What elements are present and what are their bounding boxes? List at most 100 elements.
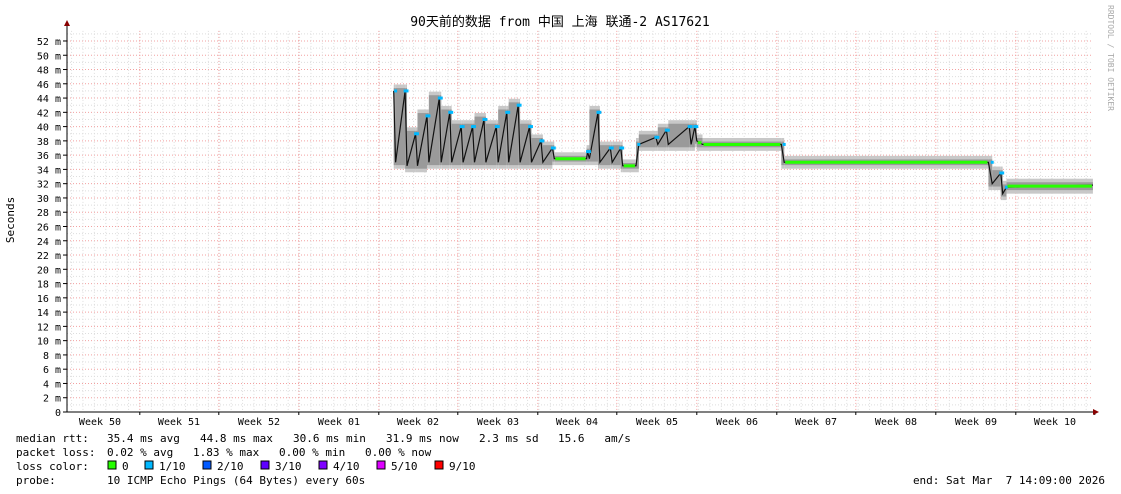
- axes: [63, 20, 1099, 415]
- x-tick-label: Week 03: [477, 417, 519, 428]
- x-tick-label: Week 01: [318, 417, 360, 428]
- median-point-loss-1: [403, 89, 407, 93]
- legend-loss-now: 0.00 % now: [365, 446, 432, 459]
- y-tick-label: 28 m: [37, 208, 61, 219]
- y-tick-label: 40 m: [37, 123, 61, 134]
- loss-color-label: 1/10: [159, 460, 186, 473]
- y-tick-label: 52 m: [37, 37, 61, 48]
- loss-color-swatch: [144, 460, 154, 470]
- chart-title: 90天前的数据 from 中国 上海 联通-2 AS17621: [410, 14, 710, 30]
- legend-median-now: 31.9 ms now: [386, 432, 459, 445]
- median-point-loss-1: [437, 96, 441, 100]
- y-tick-label: 16 m: [37, 294, 61, 305]
- legend-median-label: median rtt:: [16, 432, 89, 445]
- x-tick-label: Week 10: [1034, 417, 1076, 428]
- loss-color-label: 5/10: [391, 460, 418, 473]
- loss-color-swatch: [434, 460, 444, 470]
- x-axis-arrow: [1093, 409, 1099, 415]
- legend: median rtt: 35.4 ms avg 44.8 ms max 30.6…: [16, 432, 1105, 487]
- legend-median-avg: 35.4 ms avg: [107, 432, 180, 445]
- x-tick-label: Week 02: [397, 417, 439, 428]
- x-tick-label: Week 08: [875, 417, 917, 428]
- loss-color-label: 4/10: [333, 460, 360, 473]
- median-point-loss-1: [529, 125, 533, 129]
- loss-color-swatch: [260, 460, 270, 470]
- median-point-loss-1: [507, 110, 511, 114]
- median-point-loss-1: [689, 125, 693, 129]
- y-tick-label: 24 m: [37, 237, 61, 248]
- x-tick-label: Week 07: [795, 417, 837, 428]
- median-point-loss-1: [621, 146, 625, 150]
- y-tick-label: 34 m: [37, 165, 61, 176]
- legend-probe-label: probe:: [16, 474, 56, 487]
- median-point-loss-1: [666, 128, 670, 132]
- median-point-loss-1: [587, 150, 591, 154]
- median-point-loss-1: [1001, 171, 1005, 175]
- loss-color-label: 2/10: [217, 460, 244, 473]
- median-point-loss-1: [516, 103, 520, 107]
- y-tick-label: 14 m: [37, 308, 61, 319]
- median-point-loss-1: [405, 89, 409, 93]
- y-tick-label: 20 m: [37, 265, 61, 276]
- grid: [67, 30, 1093, 412]
- x-axis-ticks: Week 50 Week 51 Week 52 Week 01 Week 02 Week …: [79, 412, 1096, 428]
- rrdtool-watermark: RRDTOOL / TOBI OETIKER: [1106, 5, 1115, 111]
- median-point-loss-1: [596, 110, 600, 114]
- y-tick-label: 22 m: [37, 251, 61, 262]
- median-point-loss-1: [482, 117, 486, 121]
- loss-color-label: 3/10: [275, 460, 302, 473]
- median-point-loss-1: [999, 171, 1003, 175]
- legend-loss-max: 1.83 % max: [193, 446, 260, 459]
- median-point-loss-1: [459, 125, 463, 129]
- median-point-loss-1: [450, 110, 454, 114]
- median-point-loss-1: [552, 146, 556, 150]
- y-tick-label: 30 m: [37, 194, 61, 205]
- x-tick-label: Week 50: [79, 417, 121, 428]
- smoke-band: [393, 84, 1093, 201]
- median-point-loss-1: [586, 150, 590, 154]
- median-point-loss-1: [496, 125, 500, 129]
- median-point-loss-1: [394, 89, 398, 93]
- legend-loss-avg: 0.02 % avg: [107, 446, 173, 459]
- x-tick-label: Week 51: [158, 417, 200, 428]
- median-point-loss-1: [541, 139, 545, 143]
- legend-probe-value: 10 ICMP Echo Pings (64 Bytes) every 60s: [107, 474, 365, 487]
- y-tick-label: 12 m: [37, 322, 61, 333]
- median-point-loss-1: [782, 142, 786, 146]
- median-point-loss-1: [637, 142, 641, 146]
- median-point-loss-1: [484, 117, 488, 121]
- loss-color-label: 0: [122, 460, 129, 473]
- median-point-loss-1: [687, 125, 691, 129]
- median-point-loss-1: [471, 125, 475, 129]
- loss-color-label: 9/10: [449, 460, 476, 473]
- median-point-loss-1: [695, 125, 699, 129]
- y-axis-label: Seconds: [4, 197, 17, 243]
- median-point-loss-1: [656, 135, 660, 139]
- loss-color-swatch: [202, 460, 212, 470]
- y-tick-label: 10 m: [37, 337, 61, 348]
- y-tick-label: 32 m: [37, 180, 61, 191]
- legend-loss-min: 0.00 % min: [279, 446, 345, 459]
- median-point-loss-1: [598, 110, 602, 114]
- median-point-loss-1: [539, 139, 543, 143]
- loss-color-swatches: 0 1/10 2/10 3/10 4/10 5/10 9/10: [107, 460, 476, 473]
- median-point-loss-1: [427, 114, 431, 118]
- median-point-loss-1: [1004, 185, 1008, 189]
- median-point-loss-1: [990, 160, 994, 164]
- loss-color-swatch: [376, 460, 386, 470]
- y-tick-label: 4 m: [43, 379, 61, 390]
- y-tick-label: 42 m: [37, 108, 61, 119]
- y-tick-label: 48 m: [37, 66, 61, 77]
- y-tick-label: 18 m: [37, 280, 61, 291]
- median-point-loss-1: [693, 125, 697, 129]
- legend-loss-color-label: loss color:: [16, 460, 89, 473]
- loss-color-swatch: [107, 460, 117, 470]
- y-tick-label: 6 m: [43, 365, 61, 376]
- median-point-loss-1: [664, 128, 668, 132]
- median-point-loss-1: [494, 125, 498, 129]
- y-tick-label: 2 m: [43, 394, 61, 405]
- y-tick-label: 44 m: [37, 94, 61, 105]
- legend-median-max: 44.8 ms max: [200, 432, 273, 445]
- x-tick-label: Week 05: [636, 417, 678, 428]
